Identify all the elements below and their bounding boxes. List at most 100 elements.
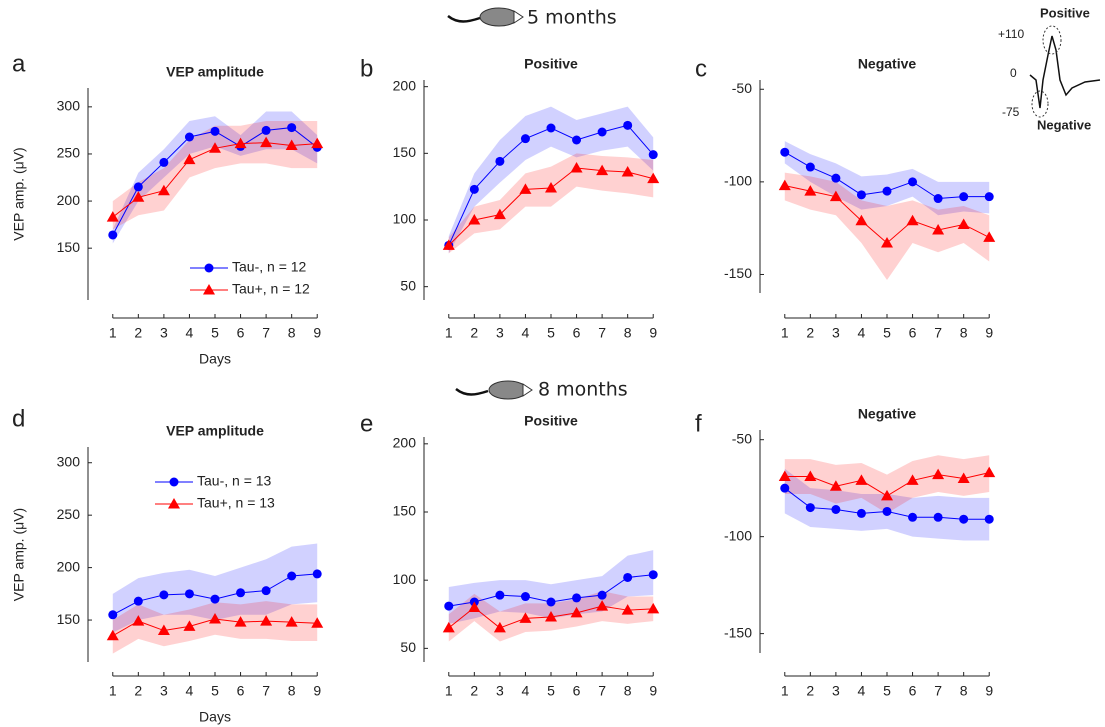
marker <box>804 470 817 482</box>
marker <box>908 177 918 187</box>
x-tick-label: 9 <box>649 325 657 341</box>
y-tick-label: -100 <box>724 527 752 543</box>
x-tick-label: 6 <box>573 325 581 341</box>
x-tick-label: 8 <box>624 325 632 341</box>
marker <box>780 147 790 157</box>
marker <box>933 512 943 522</box>
marker <box>493 208 506 220</box>
marker <box>804 185 817 196</box>
marker <box>444 601 454 611</box>
inset-tick: +110 <box>998 27 1024 41</box>
x-tick-label: 4 <box>858 325 866 341</box>
x-tick-label: 3 <box>496 325 504 341</box>
x-tick-label: 3 <box>832 325 840 341</box>
x-tick-label: 9 <box>649 683 657 699</box>
y-tick-label: 50 <box>400 277 416 293</box>
marker <box>285 139 298 150</box>
y-tick-label: -50 <box>732 80 752 96</box>
chart-title: Negative <box>858 406 917 422</box>
panel-label: b <box>360 55 373 82</box>
marker <box>312 569 322 579</box>
marker <box>261 586 271 596</box>
marker <box>855 214 868 226</box>
marker <box>184 132 194 142</box>
panel: a VEP amplitude 150 200 250 300 1 2 3 4 5 6 7 8 9 Days V… <box>11 50 324 367</box>
y-tick-label: 200 <box>393 77 417 93</box>
y-tick-label: 200 <box>393 435 417 451</box>
marker <box>983 466 996 478</box>
marker <box>157 184 170 196</box>
y-tick-label: 100 <box>393 571 417 587</box>
panel-label: a <box>12 50 26 77</box>
marker <box>236 588 246 598</box>
x-tick-label: 1 <box>445 683 453 699</box>
error-band <box>448 153 654 254</box>
marker <box>906 474 919 485</box>
marker <box>882 506 892 516</box>
marker <box>570 162 583 173</box>
marker <box>855 474 868 485</box>
marker <box>210 126 220 136</box>
chart-title: VEP amplitude <box>166 64 264 80</box>
y-tick-label: 150 <box>393 144 417 160</box>
x-tick-label: 1 <box>445 325 453 341</box>
marker <box>157 624 170 636</box>
marker <box>623 572 633 582</box>
marker <box>261 125 271 135</box>
x-tick-label: 5 <box>547 325 555 341</box>
y-tick-label: -150 <box>724 265 752 281</box>
x-tick-label: 1 <box>781 683 789 699</box>
x-tick-label: 2 <box>134 683 142 699</box>
x-tick-label: 2 <box>806 325 814 341</box>
marker <box>959 192 969 202</box>
inset-label: Positive <box>1040 5 1090 20</box>
marker <box>957 218 970 229</box>
x-tick-label: 8 <box>960 325 968 341</box>
marker <box>106 211 119 222</box>
marker <box>882 186 892 196</box>
marker <box>648 150 658 160</box>
y-tick-label: -100 <box>724 173 752 189</box>
marker <box>572 593 582 603</box>
legend-label: Tau-, n = 13 <box>197 473 272 489</box>
panel-label: d <box>12 405 25 432</box>
x-tick-label: 2 <box>470 683 478 699</box>
legend-marker <box>169 477 179 487</box>
x-tick-label: 7 <box>262 325 270 341</box>
marker <box>546 123 556 133</box>
panel: d VEP amplitude 150 200 250 300 1 2 3 4 5 6 7 8 9 Days V… <box>11 405 324 725</box>
marker <box>184 589 194 599</box>
panel: e Positive 50 100 150 200 1 2 3 4 5 6 7 8 9 <box>360 410 660 699</box>
panel-label: f <box>695 410 702 437</box>
marker <box>932 468 945 480</box>
marker <box>881 489 893 501</box>
x-tick-label: 8 <box>960 683 968 699</box>
marker <box>778 179 791 191</box>
marker <box>545 611 557 622</box>
x-tick-label: 7 <box>598 683 606 699</box>
marker <box>132 191 145 202</box>
error-band <box>448 106 654 254</box>
y-tick-label: 50 <box>400 639 416 655</box>
marker <box>572 135 582 145</box>
marker <box>260 136 273 148</box>
x-tick-label: 3 <box>832 683 840 699</box>
marker <box>442 621 455 633</box>
marker <box>108 230 118 240</box>
marker <box>234 137 247 149</box>
marker <box>260 615 273 626</box>
x-axis-label: Days <box>199 709 231 725</box>
x-tick-label: 3 <box>496 683 504 699</box>
marker <box>287 571 297 581</box>
error-band <box>112 543 318 633</box>
marker <box>778 470 791 482</box>
x-tick-label: 6 <box>909 683 917 699</box>
marker <box>108 610 118 620</box>
y-tick-label: 200 <box>57 558 81 574</box>
x-tick-label: 6 <box>909 325 917 341</box>
error-band <box>784 468 990 541</box>
panel: b Positive 50 100 150 200 1 2 3 4 5 6 7 8 9 <box>360 55 660 341</box>
marker <box>519 612 532 623</box>
marker <box>805 503 815 513</box>
marker <box>647 172 660 184</box>
